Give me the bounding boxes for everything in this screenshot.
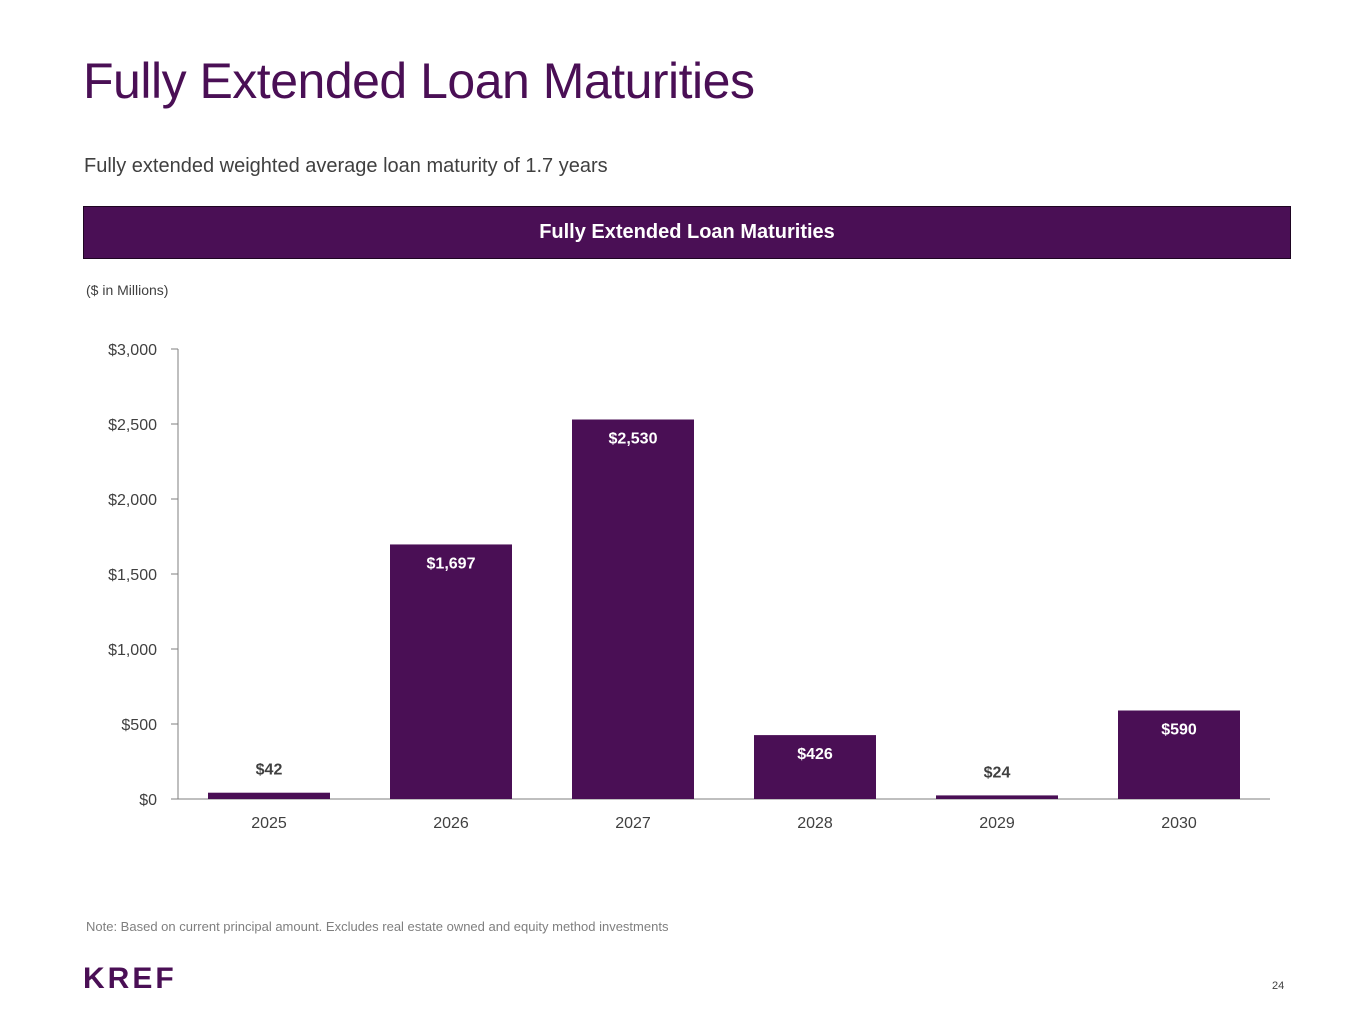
- bar: [208, 792, 330, 799]
- page-title: Fully Extended Loan Maturities: [83, 53, 755, 109]
- bar: [390, 544, 512, 799]
- x-tick-label: 2025: [251, 815, 287, 832]
- units-note: ($ in Millions): [86, 282, 169, 298]
- y-tick-label: $2,000: [108, 492, 157, 509]
- bar-data-label: $1,697: [427, 555, 476, 572]
- x-tick-label: 2026: [433, 815, 469, 832]
- x-tick-label: 2029: [979, 815, 1015, 832]
- page-subtitle: Fully extended weighted average loan mat…: [84, 155, 608, 177]
- bar-data-label: $2,530: [609, 431, 658, 448]
- footnote: Note: Based on current principal amount.…: [86, 919, 669, 934]
- bar-data-label: $426: [797, 746, 833, 763]
- y-tick-label: $2,500: [108, 417, 157, 434]
- page-number: 24: [1272, 980, 1285, 992]
- y-tick-label: $500: [121, 717, 157, 734]
- x-tick-label: 2027: [615, 815, 651, 832]
- bar: [572, 419, 694, 799]
- y-tick-label: $0: [139, 792, 157, 809]
- bar-data-label: $42: [256, 762, 283, 779]
- x-tick-label: 2030: [1161, 815, 1197, 832]
- y-tick-label: $1,000: [108, 642, 157, 659]
- bar-data-label: $590: [1161, 722, 1197, 739]
- bar-chart: $0 $500 $1,000 $1,500 $2,000 $2,500 $3,000 $42 2…: [108, 342, 1270, 832]
- bar: [1118, 710, 1240, 799]
- bar: [754, 735, 876, 799]
- chart-banner: Fully Extended Loan Maturities: [83, 206, 1291, 259]
- x-tick-label: 2028: [797, 815, 833, 832]
- bar: [936, 795, 1058, 799]
- y-tick-label: $3,000: [108, 342, 157, 359]
- bar-data-label: $24: [984, 764, 1011, 781]
- y-tick-label: $1,500: [108, 567, 157, 584]
- kref-logo: KREF: [83, 962, 177, 995]
